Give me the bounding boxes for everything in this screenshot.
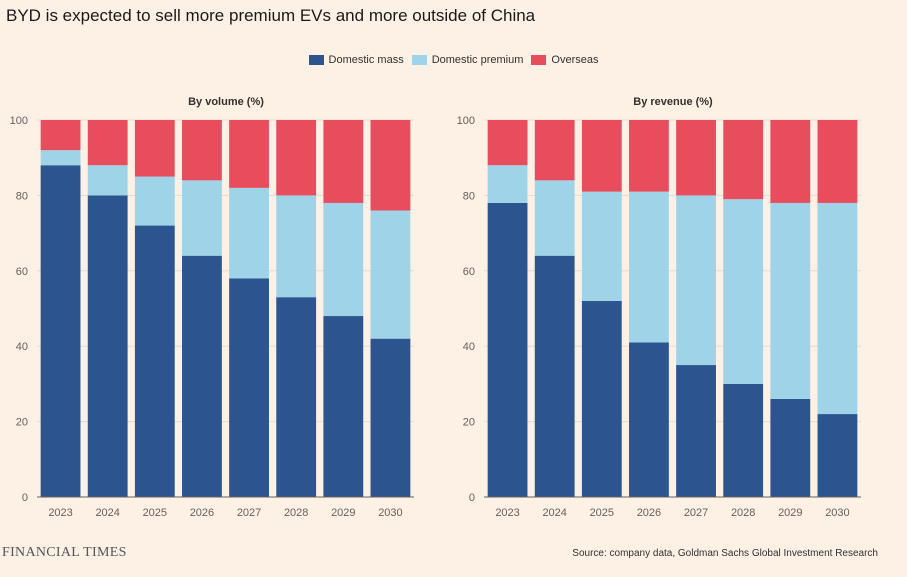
volume-bar-domestic-premium (229, 187, 269, 279)
volume-bar-domestic-mass (87, 195, 128, 497)
volume-bar-overseas (182, 120, 222, 181)
volume-bar-domestic-premium (40, 150, 81, 166)
ft-logo: FINANCIAL TIMES (2, 545, 127, 560)
volume-bar-overseas (229, 120, 269, 188)
legend-swatch-domestic-premium (411, 55, 427, 65)
revenue-bar-domestic-mass (629, 342, 669, 497)
volume-bar-domestic-mass (323, 316, 364, 497)
volume-bar-domestic-premium (370, 210, 411, 339)
revenue-y-tick-label: 0 (469, 492, 475, 504)
revenue-bar-domestic-mass (676, 365, 716, 497)
volume-x-tick-label: 2029 (331, 507, 355, 519)
revenue-bar-domestic-premium (581, 191, 622, 301)
volume-bar-domestic-mass (134, 225, 175, 497)
volume-y-tick-label: 100 (10, 115, 28, 127)
source-note: Source: company data, Goldman Sachs Glob… (572, 548, 878, 559)
revenue-bar-overseas (629, 120, 669, 192)
legend-swatch-overseas (531, 55, 547, 65)
volume-x-tick-label: 2028 (284, 507, 308, 519)
volume-bar-domestic-premium (134, 176, 175, 226)
volume-x-tick-label: 2030 (378, 507, 402, 519)
legend-item-domestic-mass: Domestic mass (308, 54, 404, 66)
volume-bar-domestic-mass (182, 255, 222, 497)
revenue-x-tick-label: 2024 (542, 507, 566, 519)
revenue-x-tick-label: 2029 (778, 507, 802, 519)
volume-bar-overseas (40, 120, 81, 151)
volume-bar-domestic-premium (182, 180, 222, 256)
revenue-bar-overseas (817, 120, 858, 203)
volume-x-tick-label: 2024 (95, 507, 119, 519)
volume-y-tick-label: 20 (16, 417, 28, 429)
revenue-x-tick-label: 2023 (495, 507, 519, 519)
revenue-y-tick-label: 20 (463, 417, 475, 429)
revenue-x-tick-label: 2030 (825, 507, 849, 519)
volume-x-tick-label: 2023 (48, 507, 72, 519)
volume-y-tick-label: 80 (16, 190, 28, 202)
revenue-bar-domestic-mass (487, 202, 528, 497)
legend-label-overseas: Overseas (551, 54, 599, 66)
revenue-bar-overseas (770, 120, 811, 203)
legend-item-overseas: Overseas (531, 54, 598, 66)
volume-y-tick-label: 60 (16, 266, 28, 278)
revenue-y-tick-label: 100 (457, 115, 475, 127)
revenue-bar-overseas (534, 120, 575, 181)
volume-bar-domestic-mass (276, 297, 317, 497)
volume-x-tick-label: 2026 (190, 507, 214, 519)
volume-x-tick-label: 2025 (143, 507, 167, 519)
revenue-bar-overseas (487, 120, 528, 166)
revenue-y-tick-label: 80 (463, 190, 475, 202)
legend: Domestic mass Domestic premium Overseas (0, 54, 907, 66)
revenue-x-tick-label: 2026 (637, 507, 661, 519)
volume-x-tick-label: 2027 (237, 507, 261, 519)
volume-bar-domestic-premium (323, 202, 364, 317)
revenue-bar-domestic-premium (629, 191, 669, 343)
revenue-bar-domestic-mass (723, 383, 764, 497)
volume-y-tick-label: 0 (22, 492, 28, 504)
revenue-bar-domestic-premium (534, 180, 575, 256)
volume-bar-overseas (87, 120, 128, 166)
revenue-y-tick-label: 40 (463, 341, 475, 353)
legend-label-domestic-mass: Domestic mass (328, 54, 404, 66)
volume-y-tick-label: 40 (16, 341, 28, 353)
revenue-bar-domestic-premium (676, 195, 716, 366)
revenue-bar-domestic-premium (487, 165, 528, 203)
legend-label-domestic-premium: Domestic premium (431, 54, 524, 66)
volume-bar-domestic-mass (229, 278, 269, 497)
revenue-bar-domestic-mass (534, 255, 575, 497)
volume-bar-domestic-mass (370, 338, 411, 497)
revenue-x-tick-label: 2027 (684, 507, 708, 519)
legend-item-domestic-premium: Domestic premium (411, 54, 524, 66)
volume-bar-overseas (323, 120, 364, 203)
revenue-bar-domestic-premium (723, 199, 764, 384)
revenue-x-tick-label: 2025 (590, 507, 614, 519)
revenue-bar-overseas (581, 120, 622, 192)
volume-bar-overseas (134, 120, 175, 177)
volume-panel-title: By volume (%) (188, 96, 264, 108)
volume-bar-overseas (276, 120, 317, 196)
volume-bar-overseas (370, 120, 411, 211)
volume-bar-domestic-mass (40, 165, 81, 498)
revenue-bar-domestic-mass (817, 414, 858, 497)
legend-swatch-domestic-mass (308, 55, 324, 65)
revenue-bar-domestic-premium (817, 202, 858, 415)
revenue-bar-domestic-mass (581, 300, 622, 497)
revenue-y-tick-label: 60 (463, 266, 475, 278)
revenue-bar-domestic-mass (770, 398, 811, 497)
revenue-bar-overseas (723, 120, 764, 200)
revenue-bar-overseas (676, 120, 716, 196)
revenue-panel-title: By revenue (%) (633, 96, 713, 108)
volume-bar-domestic-premium (276, 195, 317, 298)
revenue-x-tick-label: 2028 (731, 507, 755, 519)
chart-title: BYD is expected to sell more premium EVs… (6, 6, 536, 25)
revenue-bar-domestic-premium (770, 202, 811, 399)
volume-bar-domestic-premium (87, 165, 128, 196)
